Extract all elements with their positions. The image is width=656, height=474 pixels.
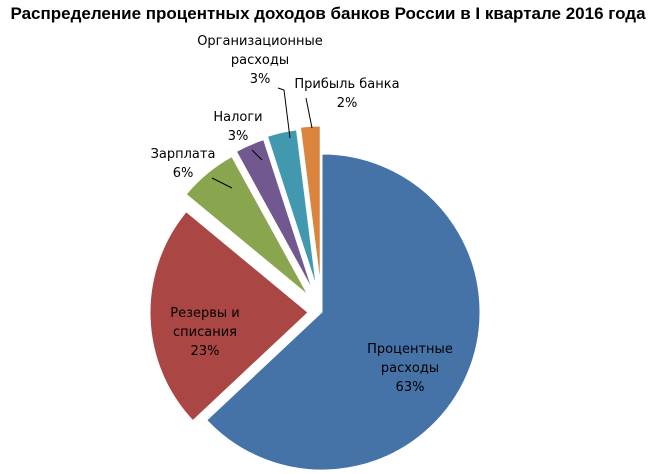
leader-line [251, 149, 263, 161]
slice-label: Зарплата 6% [151, 147, 216, 181]
pie-slice [299, 125, 321, 285]
leader-line [277, 87, 291, 139]
slice-label: Прибыль банка 2% [294, 77, 399, 111]
slice-label: Организационные расходы 3% [197, 34, 323, 87]
leader-line [211, 177, 233, 189]
pie-slice [266, 129, 317, 287]
pie-slice [149, 211, 309, 422]
slice-label: Резервы и списания 23% [170, 306, 240, 359]
leader-line [305, 97, 313, 129]
slice-label: Налоги 3% [213, 110, 262, 144]
chart-title: Распределение процентных доходов банков … [10, 4, 646, 23]
pie-slice [185, 155, 309, 296]
pie-slice [235, 139, 313, 291]
pie-slice [206, 153, 481, 471]
slice-label: Процентные расходы 63% [367, 342, 453, 395]
